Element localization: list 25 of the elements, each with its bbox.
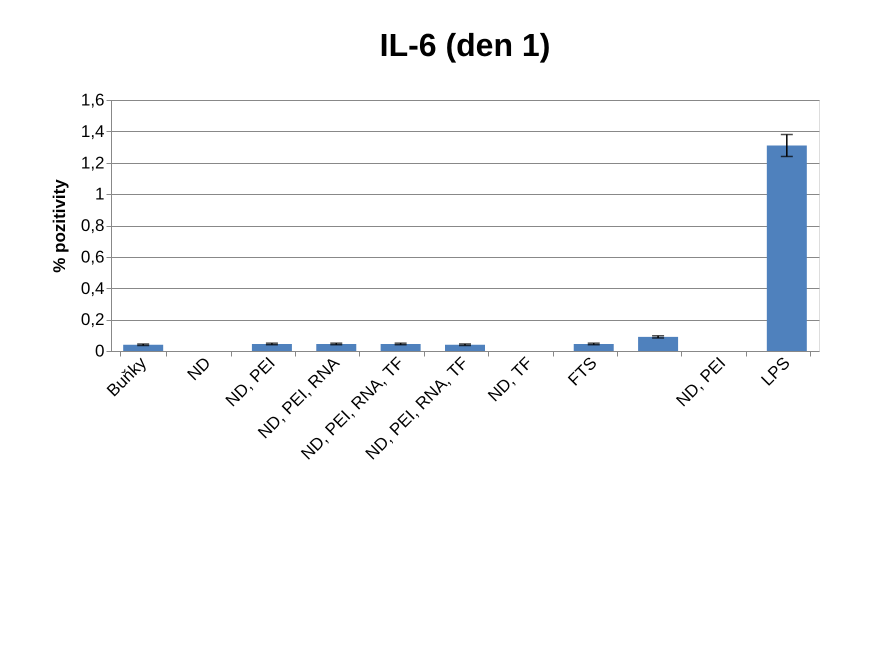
y-tick-label: 1,4 xyxy=(80,122,104,141)
bar xyxy=(445,344,485,351)
bar xyxy=(574,344,614,351)
y-tick-label: 1,6 xyxy=(80,90,104,110)
bar xyxy=(380,344,421,351)
y-tick-label: 0,2 xyxy=(80,310,104,330)
bar xyxy=(766,145,807,351)
bar xyxy=(123,344,164,351)
chart-title: IL-6 (den 1) xyxy=(380,27,550,63)
y-tick-label: 0,6 xyxy=(80,247,104,266)
y-tick-label: 1 xyxy=(95,184,104,204)
x-tick-label: ND, PEI xyxy=(222,353,279,410)
y-tick-label: 1,2 xyxy=(80,153,104,172)
x-tick-label: ND, TF xyxy=(484,353,536,406)
x-tick-label: ND xyxy=(184,353,214,384)
bar xyxy=(252,344,292,351)
y-axis-title: % pozitivity xyxy=(50,178,69,273)
y-tick-label: 0,4 xyxy=(80,278,104,298)
bar xyxy=(316,344,356,351)
x-tick-label: FTS xyxy=(564,353,601,390)
y-tick-label: 0,8 xyxy=(80,216,104,235)
x-tick-label: LPS xyxy=(758,353,794,390)
y-tick-label: 0 xyxy=(95,342,104,360)
bar xyxy=(638,336,678,351)
x-tick-label: ND, PEI xyxy=(672,353,730,410)
